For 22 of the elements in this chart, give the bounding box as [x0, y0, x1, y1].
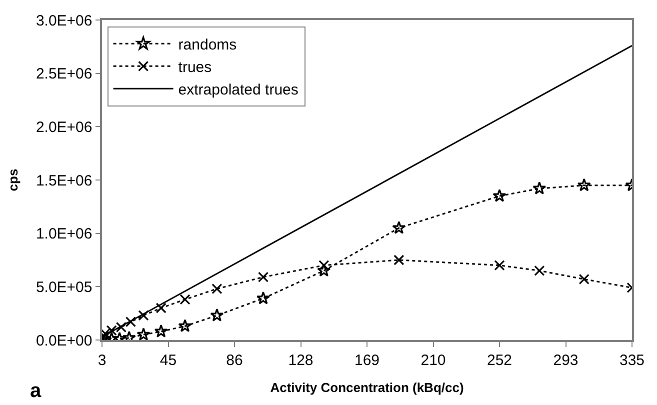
y-tick-label: 1.0E+06 [36, 226, 92, 243]
legend-label: trues [178, 59, 212, 76]
x-tick-label: 169 [354, 352, 380, 369]
x-tick-label: 128 [288, 352, 314, 369]
y-tick-label: 0.0E+00 [36, 332, 92, 350]
y-tick-label: 1.5E+06 [36, 172, 92, 190]
x-tick-label: 210 [420, 352, 446, 369]
y-tick-label: 2.0E+06 [36, 118, 92, 136]
x-tick-label: 86 [226, 352, 243, 369]
y-axis-title: cps [5, 168, 20, 192]
y-tick-label: 3.0E+06 [36, 12, 92, 30]
x-tick-label: 45 [160, 352, 177, 369]
x-axis-title: Activity Concentration (kBq/cc) [270, 380, 464, 395]
y-tick-label: 5.0E+05 [36, 278, 92, 296]
y-tick-label: 2.5E+06 [36, 66, 92, 83]
x-tick-label: 3 [98, 352, 106, 369]
x-tick-label: 252 [486, 352, 512, 369]
x-tick-label: 293 [553, 352, 578, 369]
legend-label: randoms [178, 36, 237, 54]
text: a [30, 380, 42, 402]
x-tick-label: 335 [619, 352, 645, 369]
legend-label: extrapolated trues [178, 82, 298, 98]
